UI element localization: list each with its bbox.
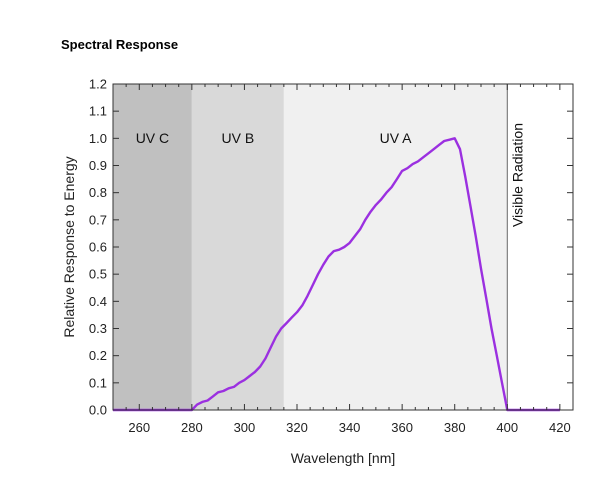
y-tick-label: 1.1 — [89, 104, 107, 119]
y-tick-label: 0.6 — [89, 240, 107, 255]
band-label-3: Visible Radiation — [509, 123, 525, 227]
x-axis-title: Wavelength [nm] — [291, 450, 396, 466]
y-tick-label: 0.3 — [89, 321, 107, 336]
x-tick-labels: 260 280 300 320 340 360 380 400 420 — [128, 420, 570, 435]
x-tick-label: 280 — [181, 420, 203, 435]
y-tick-label: 0.9 — [89, 158, 107, 173]
y-tick-label: 0.4 — [89, 294, 107, 309]
y-tick-label: 1.2 — [89, 77, 107, 92]
x-tick-label: 340 — [339, 420, 361, 435]
band-label-1: UV B — [222, 130, 255, 146]
x-tick-label: 320 — [286, 420, 308, 435]
page-title: Spectral Response — [61, 37, 179, 52]
series-line-0 — [113, 137, 560, 412]
y-tick-labels: 0.0 0.1 0.2 0.3 0.4 0.5 0.6 0.7 0.8 0.9 1.0 1.1 1.2 — [89, 77, 107, 418]
band-label-0: UV C — [136, 130, 169, 146]
y-tick-label: 0.1 — [89, 375, 107, 390]
x-tick-label: 300 — [234, 420, 256, 435]
axis-ticks — [112, 83, 574, 411]
y-tick-label: 1.0 — [89, 131, 107, 146]
x-tick-label: 420 — [549, 420, 571, 435]
band-1 — [191, 84, 284, 410]
x-tick-label: 380 — [444, 420, 466, 435]
y-tick-label: 0.0 — [89, 403, 107, 418]
band-0 — [113, 84, 192, 410]
y-tick-label: 0.5 — [89, 267, 107, 282]
y-tick-label: 0.8 — [89, 185, 107, 200]
band-2 — [283, 84, 508, 410]
x-tick-label: 360 — [391, 420, 413, 435]
band-label-2: UV A — [380, 130, 413, 146]
band-3 — [507, 84, 573, 410]
series-lines — [113, 137, 560, 412]
y-tick-label: 0.2 — [89, 348, 107, 363]
y-axis-title: Relative Response to Energy — [61, 156, 77, 337]
x-tick-label: 400 — [496, 420, 518, 435]
x-tick-label: 260 — [128, 420, 150, 435]
spectral-bands: UV C UV B UV A Visible Radiation — [113, 84, 573, 410]
y-tick-label: 0.7 — [89, 212, 107, 227]
